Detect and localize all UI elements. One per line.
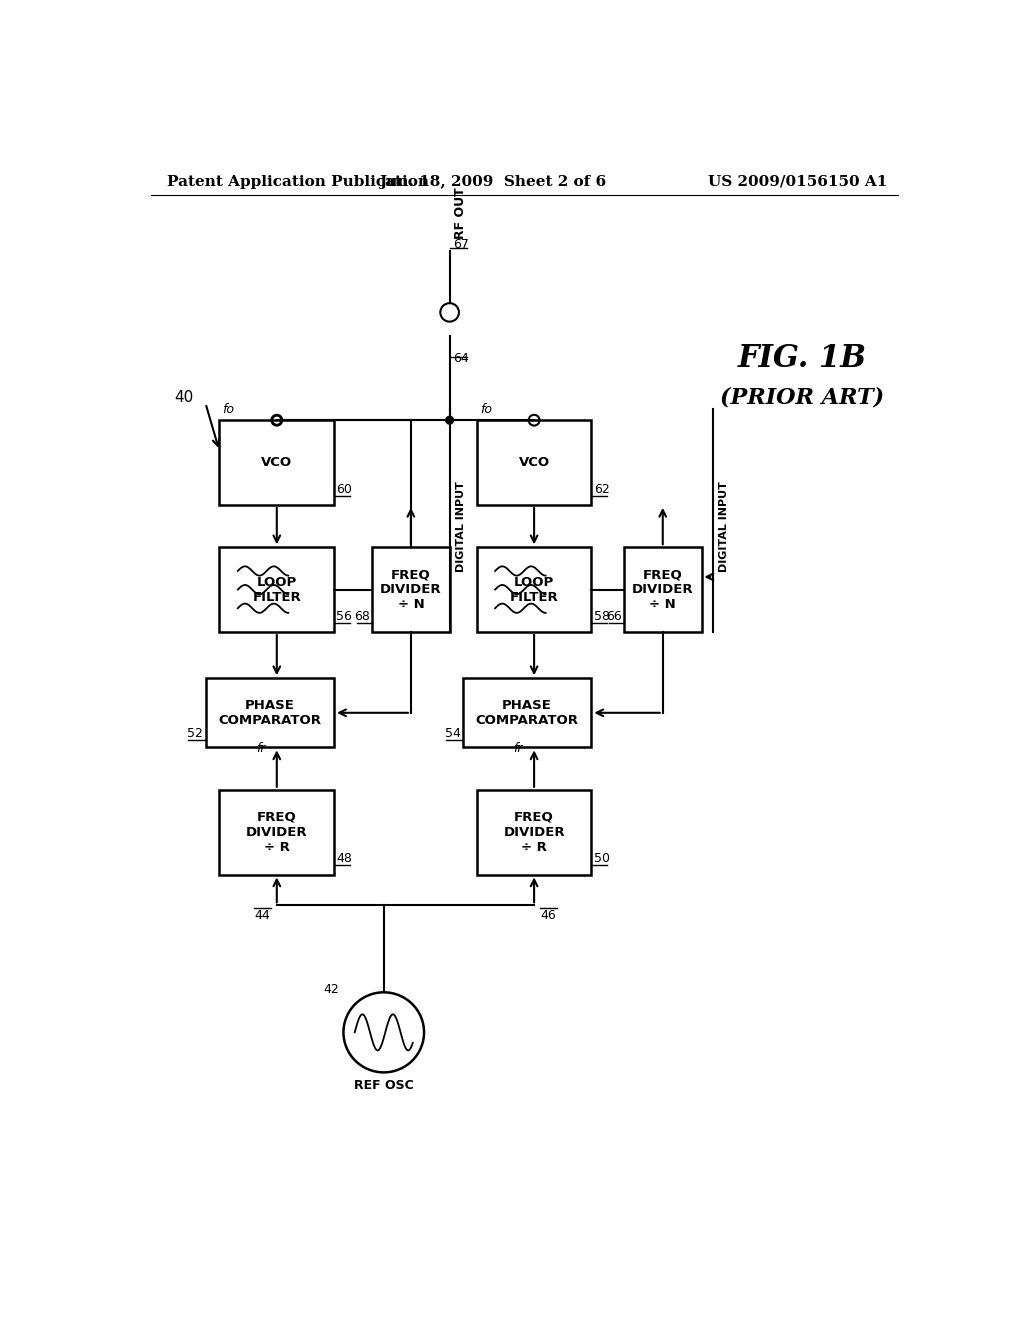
- Text: 48: 48: [337, 853, 352, 866]
- Bar: [463, 678, 592, 747]
- Bar: [372, 548, 450, 632]
- Text: 67: 67: [454, 238, 469, 251]
- Text: fo: fo: [222, 404, 234, 416]
- Text: fr: fr: [256, 742, 265, 755]
- Text: 62: 62: [594, 483, 609, 496]
- Text: Jun. 18, 2009  Sheet 2 of 6: Jun. 18, 2009 Sheet 2 of 6: [379, 174, 606, 189]
- Bar: [206, 678, 334, 747]
- Text: fo: fo: [480, 404, 492, 416]
- Text: REF OSC: REF OSC: [354, 1078, 414, 1092]
- Text: 46: 46: [541, 909, 556, 923]
- Text: FREQ
DIVIDER
÷ R: FREQ DIVIDER ÷ R: [246, 810, 307, 854]
- Circle shape: [445, 416, 454, 424]
- Text: DIGITAL INPUT: DIGITAL INPUT: [456, 480, 466, 572]
- Text: RF OUT: RF OUT: [454, 187, 467, 239]
- Bar: [219, 420, 334, 506]
- Text: Patent Application Publication: Patent Application Publication: [167, 174, 429, 189]
- Text: DIGITAL INPUT: DIGITAL INPUT: [719, 480, 729, 572]
- Text: PHASE
COMPARATOR: PHASE COMPARATOR: [475, 698, 579, 727]
- Text: 56: 56: [337, 610, 352, 623]
- Text: (PRIOR ART): (PRIOR ART): [720, 387, 885, 408]
- Text: FREQ
DIVIDER
÷ N: FREQ DIVIDER ÷ N: [380, 568, 441, 611]
- Text: 44: 44: [255, 909, 270, 923]
- Text: 60: 60: [337, 483, 352, 496]
- Bar: [477, 548, 592, 632]
- Text: 64: 64: [454, 352, 469, 366]
- Bar: [477, 420, 592, 506]
- Text: 68: 68: [354, 610, 370, 623]
- Bar: [219, 789, 334, 875]
- Text: FREQ
DIVIDER
÷ N: FREQ DIVIDER ÷ N: [632, 568, 693, 611]
- Text: VCO: VCO: [518, 455, 550, 469]
- Bar: [624, 548, 701, 632]
- Text: 54: 54: [444, 727, 461, 739]
- Text: US 2009/0156150 A1: US 2009/0156150 A1: [709, 174, 888, 189]
- Text: 50: 50: [594, 853, 609, 866]
- Text: FREQ
DIVIDER
÷ R: FREQ DIVIDER ÷ R: [503, 810, 565, 854]
- Text: LOOP
FILTER: LOOP FILTER: [253, 576, 301, 603]
- Text: 66: 66: [606, 610, 622, 623]
- Text: LOOP
FILTER: LOOP FILTER: [510, 576, 558, 603]
- Text: 40: 40: [174, 389, 194, 405]
- Text: 52: 52: [187, 727, 203, 739]
- Text: 42: 42: [324, 983, 340, 997]
- Text: VCO: VCO: [261, 455, 293, 469]
- Text: fr: fr: [513, 742, 522, 755]
- Text: FIG. 1B: FIG. 1B: [737, 343, 866, 374]
- Bar: [219, 548, 334, 632]
- Text: PHASE
COMPARATOR: PHASE COMPARATOR: [218, 698, 322, 727]
- Text: 58: 58: [594, 610, 609, 623]
- Bar: [477, 789, 592, 875]
